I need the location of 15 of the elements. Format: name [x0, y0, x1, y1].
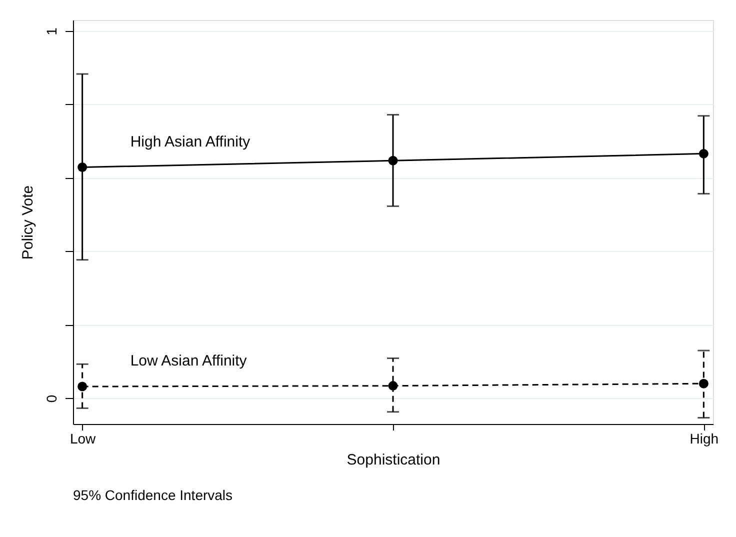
y-axis-title: Policy Vote — [20, 185, 36, 260]
text: 95% Confidence Intervals — [73, 487, 233, 503]
point — [698, 148, 708, 158]
x-axis-title: Sophistication — [346, 452, 440, 468]
y-tick-label: 1 — [44, 27, 60, 36]
y-tick-label: 0 — [44, 394, 60, 403]
point — [388, 381, 398, 391]
point — [78, 382, 88, 392]
point — [78, 162, 88, 172]
x-tick-label: Low — [70, 430, 97, 446]
point — [388, 156, 398, 166]
series-label: Low Asian Affinity — [130, 352, 248, 370]
point — [698, 378, 708, 388]
series-label: High Asian Affinity — [130, 133, 251, 150]
x-tick-label: High — [690, 430, 719, 446]
